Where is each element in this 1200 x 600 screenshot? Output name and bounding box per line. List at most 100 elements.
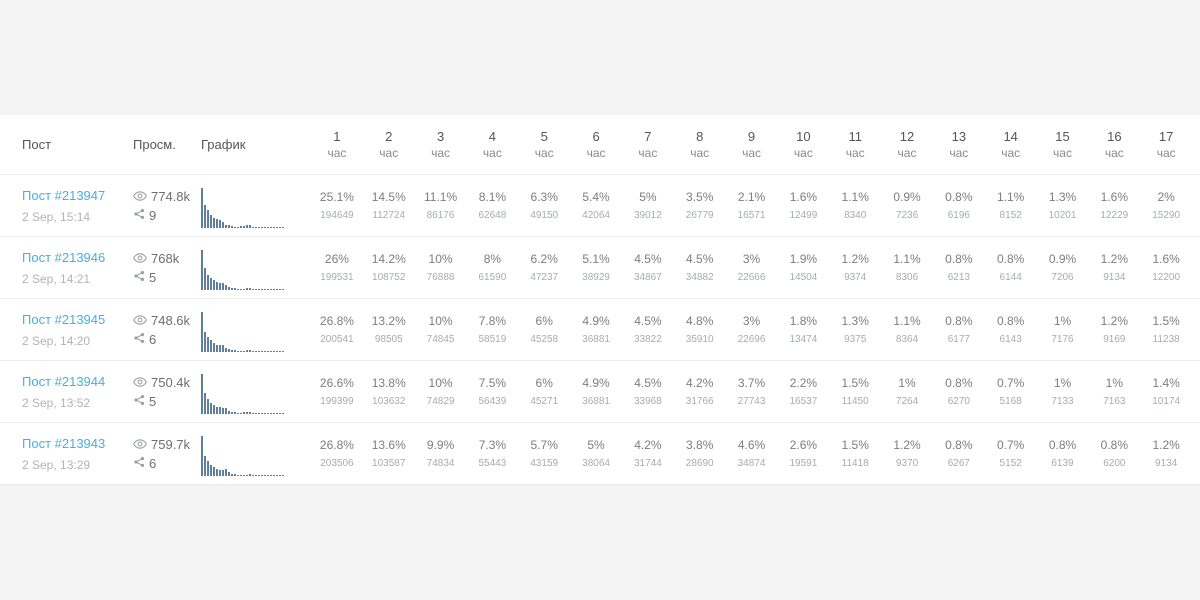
hour-value-cell: 2.6% 19591: [777, 438, 829, 469]
hour-percent: 1.5%: [1152, 314, 1180, 328]
post-link[interactable]: Пост #213946: [22, 250, 106, 265]
hour-number: 1: [333, 128, 341, 144]
column-header-hour: 6 час: [570, 129, 622, 161]
post-cell: Пост #213943 2 Sep, 13:29: [22, 435, 133, 472]
hour-absolute: 7264: [895, 396, 919, 407]
hour-percent: 1%: [898, 376, 916, 390]
hour-unit-label: час: [690, 145, 710, 160]
views-cell: 748.6k 6: [133, 313, 201, 347]
table-row: Пост #213944 2 Sep, 13:52 750.4k 5 26.6%…: [0, 361, 1200, 423]
mini-bar-chart: [201, 308, 297, 352]
hour-value-cell: 1% 7176: [1037, 314, 1089, 345]
hour-absolute: 47237: [530, 272, 559, 283]
hour-percent: 10%: [428, 314, 453, 328]
column-header-hour: 5 час: [518, 129, 570, 161]
hour-absolute: 45271: [530, 396, 559, 407]
hour-percent: 1%: [1105, 376, 1123, 390]
hour-unit-label: час: [845, 145, 865, 160]
hour-percent: 1.1%: [841, 190, 869, 204]
post-cell: Пост #213946 2 Sep, 14:21: [22, 249, 133, 286]
post-date: 2 Sep, 14:20: [22, 334, 91, 348]
hour-percent: 7.8%: [478, 314, 507, 328]
hour-percent: 3%: [742, 314, 761, 328]
hour-value-cell: 3.8% 28690: [674, 438, 726, 469]
hour-absolute: 19591: [789, 458, 818, 469]
hour-percent: 4.6%: [737, 438, 766, 452]
hour-percent: 13.8%: [371, 376, 406, 390]
hour-value-cell: 6% 45271: [518, 376, 570, 407]
hour-percent: 2.6%: [789, 438, 818, 452]
hour-absolute: 103632: [372, 396, 406, 407]
post-cell: Пост #213944 2 Sep, 13:52: [22, 373, 133, 410]
hour-absolute: 6144: [999, 272, 1022, 283]
hour-percent: 1.5%: [841, 438, 869, 452]
hour-percent: 1.8%: [789, 314, 818, 328]
post-date: 2 Sep, 15:14: [22, 210, 91, 224]
hour-value-cell: 5% 39012: [622, 190, 674, 221]
hour-number: 4: [488, 128, 497, 144]
views-count: 750.4k: [151, 374, 191, 390]
hour-percent: 1.1%: [997, 190, 1025, 204]
column-header-views: Просм.: [133, 137, 176, 152]
hour-number: 13: [951, 128, 967, 144]
hour-value-cell: 1.3% 10201: [1037, 190, 1089, 221]
hour-percent: 5%: [587, 438, 605, 452]
hour-value-cell: 0.7% 5168: [985, 376, 1037, 407]
post-link[interactable]: Пост #213945: [22, 312, 106, 327]
post-link[interactable]: Пост #213943: [22, 436, 106, 451]
hour-value-cell: 4.6% 34874: [726, 438, 778, 469]
hour-unit-label: час: [638, 145, 658, 160]
hour-absolute: 6267: [947, 458, 970, 469]
hour-value-cell: 1.2% 9374: [829, 252, 881, 283]
hour-absolute: 22666: [737, 272, 766, 283]
views-cell: 768k 5: [133, 251, 201, 285]
hour-percent: 6%: [535, 314, 553, 328]
hour-value-cell: 1.5% 11450: [829, 376, 881, 407]
hour-value-cell: 5.7% 43159: [518, 438, 570, 469]
hour-value-cell: 1.1% 8340: [829, 190, 881, 221]
hour-percent: 0.8%: [945, 438, 973, 452]
hour-value-cell: 13.8% 103632: [363, 376, 415, 407]
hour-percent: 11.1%: [424, 190, 458, 204]
hour-percent: 1.6%: [789, 190, 818, 204]
hour-unit-label: час: [1053, 145, 1072, 160]
eye-icon: [133, 189, 151, 204]
hour-value-cell: 0.8% 6267: [933, 438, 985, 469]
hour-value-cell: 26.8% 203506: [311, 438, 363, 469]
hour-absolute: 39012: [633, 210, 662, 221]
hour-percent: 26.8%: [319, 314, 354, 328]
hour-value-cell: 3% 22666: [726, 252, 778, 283]
hour-value-cell: 4.2% 31744: [622, 438, 674, 469]
hour-absolute: 200541: [320, 334, 354, 345]
hour-percent: 5.7%: [530, 438, 558, 452]
hour-value-cell: 4.8% 35910: [674, 314, 726, 345]
hour-absolute: 14504: [789, 272, 818, 283]
hour-absolute: 112724: [372, 210, 406, 221]
hour-value-cell: 0.8% 6177: [933, 314, 985, 345]
hour-unit-label: час: [327, 145, 347, 160]
hour-value-cell: 2.2% 16537: [777, 376, 829, 407]
hour-value-cell: 4.5% 33822: [622, 314, 674, 345]
hour-absolute: 13474: [789, 334, 818, 345]
post-link[interactable]: Пост #213947: [22, 188, 106, 203]
mini-bar-chart: [201, 432, 297, 476]
hour-absolute: 33968: [633, 396, 662, 407]
post-link[interactable]: Пост #213944: [22, 374, 106, 389]
top-spacer: [0, 0, 1200, 115]
column-header-hour: 8 час: [674, 129, 726, 161]
hour-absolute: 8152: [999, 210, 1022, 221]
hour-number: 7: [644, 128, 652, 144]
hour-absolute: 62648: [478, 210, 507, 221]
hour-percent: 0.8%: [1048, 438, 1077, 452]
hour-absolute: 74829: [426, 396, 455, 407]
hour-value-cell: 10% 76888: [415, 252, 467, 283]
column-header-hour: 15 час: [1037, 129, 1089, 161]
hour-value-cell: 5.4% 42064: [570, 190, 622, 221]
hour-value-cell: 0.8% 6213: [933, 252, 985, 283]
hour-value-cell: 1.2% 9169: [1088, 314, 1140, 345]
hour-value-cell: 4.5% 33968: [622, 376, 674, 407]
views-count: 774.8k: [151, 188, 191, 204]
hour-percent: 4.5%: [634, 314, 662, 328]
eye-icon: [133, 313, 151, 328]
views-count: 759.7k: [151, 436, 191, 452]
